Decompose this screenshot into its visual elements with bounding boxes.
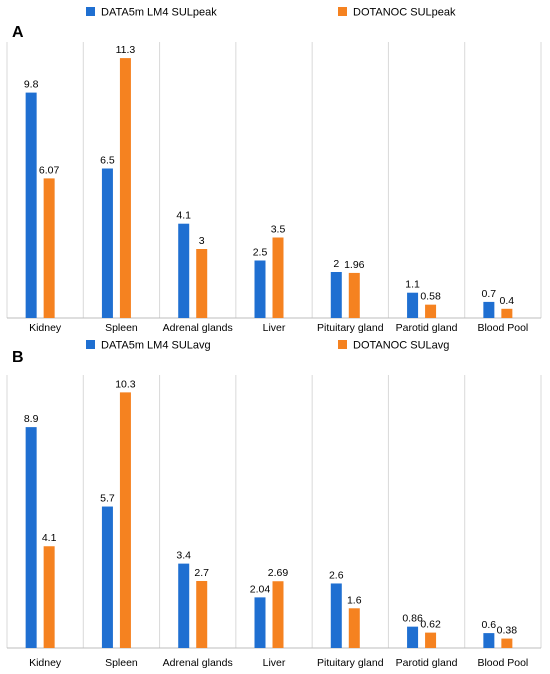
bar-2-liver [272, 237, 284, 318]
data-label: 3.4 [176, 550, 191, 562]
bar-2-kidney [43, 178, 55, 318]
bar-2-pituitary-gland [348, 608, 360, 648]
x-tick-label: Adrenal glands [163, 657, 233, 669]
x-tick-label: Blood Pool [477, 322, 528, 334]
x-tick-label: Adrenal glands [163, 322, 233, 334]
data-label: 11.3 [116, 44, 136, 56]
bar-1-spleen [101, 168, 113, 318]
data-label: 0.6 [482, 619, 497, 631]
x-tick-label: Kidney [29, 322, 62, 334]
data-label: 2.6 [329, 569, 344, 581]
legend-label-2: DOTANOC SULpeak [353, 7, 456, 19]
x-tick-label: Parotid gland [396, 657, 458, 669]
bar-1-liver [254, 260, 266, 318]
data-label: 4.1 [176, 210, 191, 222]
bar-2-blood-pool [501, 638, 513, 648]
legend-swatch-1 [86, 340, 95, 349]
bar-1-adrenal-glands [178, 223, 190, 318]
bar-1-parotid-gland [407, 626, 419, 648]
legend-swatch-2 [338, 7, 347, 16]
legend-label-1: DATA5m LM4 SULpeak [101, 7, 217, 19]
bar-1-pituitary-gland [330, 272, 342, 318]
data-label: 4.1 [42, 532, 57, 544]
chart-panel-a: A DATA5m LM4 SULpeak DOTANOC SULpeak 9.8 6.0… [6, 7, 542, 334]
data-label: 1.96 [344, 259, 365, 271]
legend-label-1: DATA5m LM4 SULavg [101, 340, 211, 352]
bar-1-liver [254, 597, 266, 648]
data-label: 2 [333, 258, 339, 270]
x-tick-label: Liver [263, 657, 286, 669]
data-label: 0.38 [497, 625, 518, 637]
data-label: 1.6 [347, 594, 362, 606]
bar-2-adrenal-glands [196, 249, 208, 318]
bar-2-blood-pool [501, 308, 513, 318]
x-tick-label: Spleen [105, 322, 138, 334]
bar-1-parotid-gland [407, 292, 419, 318]
x-tick-label: Parotid gland [396, 322, 458, 334]
x-tick-label: Pituitary gland [317, 322, 384, 334]
bar-2-parotid-gland [425, 304, 437, 318]
x-tick-label: Spleen [105, 657, 138, 669]
data-label: 6.07 [39, 164, 60, 176]
panel-letter: B [12, 349, 24, 366]
bar-2-kidney [43, 546, 55, 648]
panel-letter: A [12, 24, 24, 41]
data-label: 6.5 [100, 155, 115, 167]
data-label: 0.4 [500, 295, 515, 307]
x-tick-label: Blood Pool [477, 657, 528, 669]
x-tick-label: Kidney [29, 657, 62, 669]
x-tick-label: Liver [263, 322, 286, 334]
bar-1-spleen [101, 506, 113, 648]
data-label: 10.3 [115, 378, 136, 390]
bar-2-spleen [119, 58, 131, 318]
x-tick-label: Pituitary gland [317, 657, 384, 669]
data-label: 0.58 [420, 291, 441, 303]
bar-2-spleen [119, 392, 131, 648]
bar-1-blood-pool [483, 633, 495, 648]
bar-2-pituitary-gland [348, 272, 360, 318]
data-label: 0.7 [482, 288, 497, 300]
bar-2-liver [272, 581, 284, 648]
data-label: 3.5 [271, 224, 286, 236]
data-label: 0.86 [402, 613, 423, 625]
data-label: 3 [199, 235, 205, 247]
bar-2-parotid-gland [425, 632, 437, 648]
legend-swatch-2 [338, 340, 347, 349]
chart-panel-b: B DATA5m LM4 SULavg DOTANOC SULavg 8.9 4.1 Ki… [6, 340, 542, 669]
data-label: 1.1 [405, 279, 420, 291]
data-label: 2.5 [253, 247, 268, 259]
data-label: 2.7 [194, 567, 209, 579]
legend-label-2: DOTANOC SULavg [353, 340, 449, 352]
data-label: 0.62 [420, 619, 441, 631]
data-label: 2.69 [268, 567, 289, 579]
bar-2-adrenal-glands [196, 580, 208, 648]
legend-swatch-1 [86, 7, 95, 16]
bar-1-adrenal-glands [178, 563, 190, 648]
bar-1-pituitary-gland [330, 583, 342, 648]
data-label: 2.04 [250, 583, 271, 595]
bar-1-blood-pool [483, 301, 495, 318]
data-label: 9.8 [24, 79, 39, 91]
data-label: 5.7 [100, 493, 115, 505]
bar-1-kidney [25, 92, 37, 318]
data-label: 8.9 [24, 413, 39, 425]
bar-1-kidney [25, 427, 37, 648]
